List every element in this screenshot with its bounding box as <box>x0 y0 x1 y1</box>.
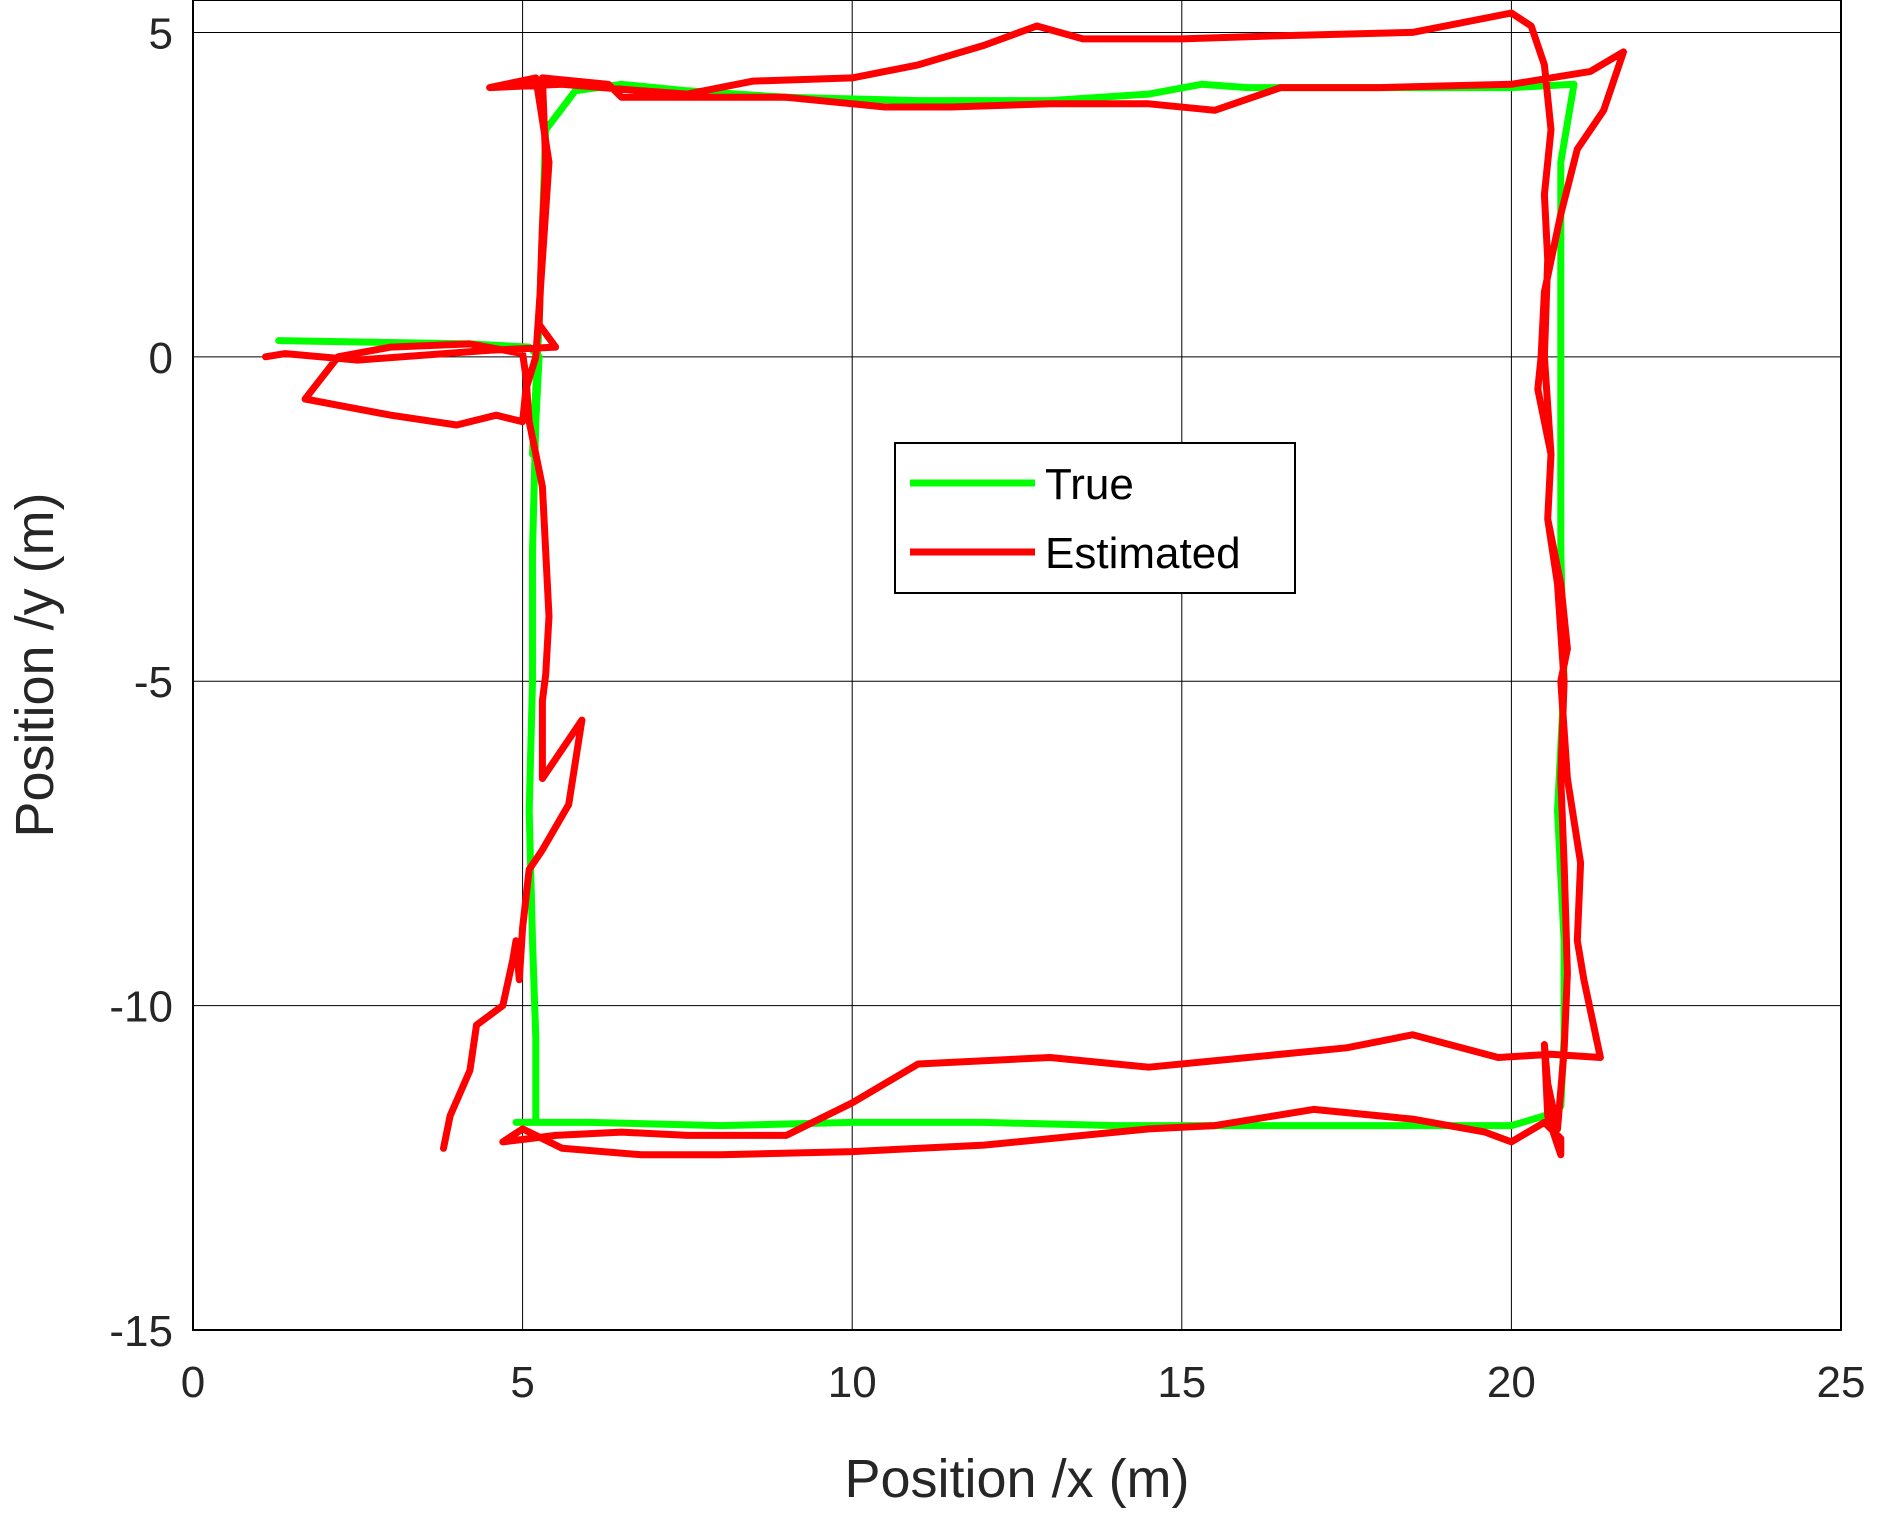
x-tick-labels: 0 5 10 15 20 25 <box>181 1358 1866 1407</box>
series-line-estimated <box>262 9 1627 1159</box>
x-tick-label: 5 <box>510 1358 534 1407</box>
y-tick-labels: -15 -10 -5 0 5 <box>109 9 173 1356</box>
grid <box>193 0 1841 1330</box>
y-tick-label: -5 <box>134 658 173 707</box>
x-tick-label: 20 <box>1487 1358 1536 1407</box>
x-tick-label: 0 <box>181 1358 205 1407</box>
y-tick-label: 5 <box>149 9 173 58</box>
y-tick-label: 0 <box>149 334 173 383</box>
y-axis-label: Position /y (m) <box>5 492 65 837</box>
y-tick-label: -10 <box>109 983 173 1032</box>
x-tick-label: 15 <box>1157 1358 1206 1407</box>
legend-label: True <box>1045 460 1134 509</box>
x-axis-label: Position /x (m) <box>844 1449 1189 1509</box>
x-tick-label: 25 <box>1817 1358 1866 1407</box>
y-tick-label: -15 <box>109 1307 173 1356</box>
legend: True Estimated <box>894 442 1296 594</box>
x-tick-label: 10 <box>828 1358 877 1407</box>
series-layer <box>262 9 1627 1159</box>
plot-area <box>192 0 1842 1331</box>
legend-label: Estimated <box>1045 529 1241 578</box>
legend-box <box>894 442 1296 594</box>
